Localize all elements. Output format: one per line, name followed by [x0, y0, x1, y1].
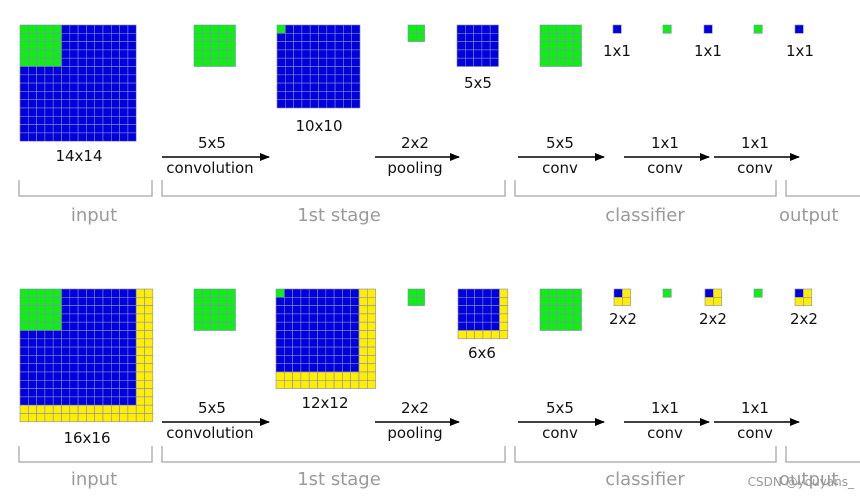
classifier-filter: [753, 288, 763, 298]
arrow-kernel-label: 5x5: [546, 134, 574, 152]
arrow-kernel-label: 2x2: [401, 134, 429, 152]
classifier-filter: [662, 288, 672, 298]
pool-output-size-label: 5x5: [464, 74, 492, 92]
output-map-padded: [704, 288, 722, 306]
output-size-label: 2x2: [699, 310, 727, 328]
output-size-label: 1x1: [786, 42, 814, 60]
stage-bracket: [514, 446, 777, 463]
conv-filter: [193, 24, 236, 67]
stage-label-input: input: [71, 469, 117, 490]
classifier-filter: [539, 288, 582, 331]
pool-output-map: [456, 24, 499, 67]
arrow-kernel-label: 5x5: [198, 399, 226, 417]
output-map-padded: [794, 288, 812, 306]
conv-output-size-label: 10x10: [295, 117, 342, 135]
arrow-op-label: convolution: [166, 424, 253, 442]
stage-label-input: input: [71, 205, 117, 226]
conv-output-size-label: 12x12: [301, 394, 348, 412]
input-feature-map-padded: [19, 288, 154, 423]
arrow-op-label: convolution: [166, 159, 253, 177]
output-map: [612, 24, 622, 34]
arrow-op-label: conv: [647, 424, 683, 442]
stage-label-classifier: classifier: [605, 469, 685, 490]
arrow-kernel-label: 1x1: [741, 399, 769, 417]
stage-bracket: [785, 180, 860, 197]
input-feature-map: [19, 24, 137, 142]
arrow-kernel-label: 1x1: [651, 134, 679, 152]
arrow-kernel-label: 1x1: [651, 399, 679, 417]
pool-filter: [407, 24, 425, 42]
arrow-op-label: conv: [737, 424, 773, 442]
classifier-filter: [539, 24, 582, 67]
watermark: CSDN @youyans_: [748, 475, 855, 489]
classifier-filter: [753, 24, 763, 34]
output-size-label: 2x2: [790, 310, 818, 328]
input-size-label: 16x16: [63, 429, 110, 447]
stage-bracket: [18, 446, 153, 463]
conv-output-map: [276, 24, 361, 109]
arrow-kernel-label: 5x5: [198, 134, 226, 152]
output-size-label: 2x2: [609, 310, 637, 328]
stage-label-first-stage: 1st stage: [297, 469, 381, 490]
arrow-op-label: pooling: [387, 424, 442, 442]
row-with-padding: 16x16 12x12 6x6 2x2 2x2 2x2 5x5 convolut…: [18, 310, 860, 490]
input-size-label: 14x14: [55, 147, 102, 165]
arrow-op-label: conv: [647, 159, 683, 177]
output-map: [794, 24, 804, 34]
arrow-op-label: pooling: [387, 159, 442, 177]
pool-output-size-label: 6x6: [468, 344, 496, 362]
stage-bracket: [785, 446, 860, 463]
stage-bracket: [514, 180, 777, 197]
stage-label-output: output: [779, 205, 838, 226]
output-size-label: 1x1: [603, 42, 631, 60]
arrow-op-label: conv: [542, 424, 578, 442]
row-without-padding: 14x14 10x10 5x5 1x1 1x1 1x1 5x5 convolut…: [18, 42, 860, 226]
stage-label-first-stage: 1st stage: [297, 205, 381, 226]
classifier-filter: [662, 24, 672, 34]
pool-output-map-padded: [457, 288, 509, 340]
output-map: [703, 24, 713, 34]
arrow-kernel-label: 1x1: [741, 134, 769, 152]
stage-label-classifier: classifier: [605, 205, 685, 226]
stage-label-output: output: [779, 469, 838, 490]
stage-bracket: [161, 446, 506, 463]
grid-layer: [19, 24, 812, 423]
stage-bracket: [161, 180, 506, 197]
stage-bracket: [18, 180, 153, 197]
output-size-label: 1x1: [694, 42, 722, 60]
conv-output-map-padded: [275, 288, 376, 389]
arrow-op-label: conv: [542, 159, 578, 177]
output-map-padded: [613, 288, 631, 306]
arrow-op-label: conv: [737, 159, 773, 177]
arrow-kernel-label: 2x2: [401, 399, 429, 417]
conv-filter: [193, 288, 236, 331]
pool-filter: [407, 288, 425, 306]
arrow-kernel-label: 5x5: [546, 399, 574, 417]
